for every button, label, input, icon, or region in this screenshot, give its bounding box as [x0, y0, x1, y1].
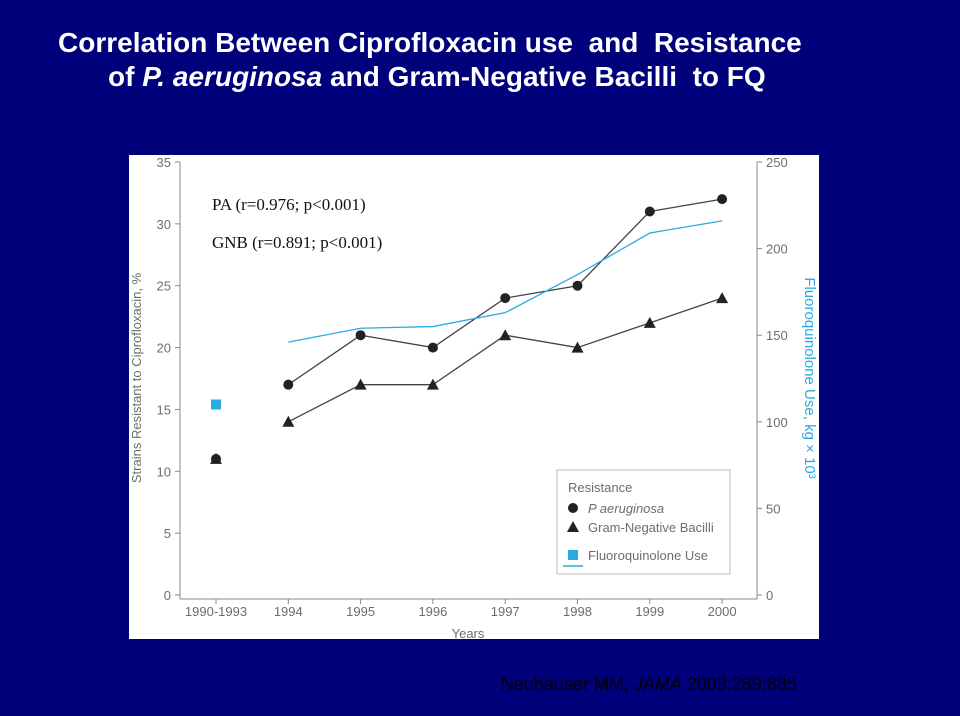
- legend-title: Resistance: [568, 480, 632, 495]
- x-tick-label: 1999: [635, 604, 664, 619]
- x-tick-label: 1996: [418, 604, 447, 619]
- y-tick-label: 35: [157, 155, 171, 170]
- x-tick-label: 1997: [491, 604, 520, 619]
- marker: [644, 206, 655, 217]
- y2-tick-label: 150: [766, 328, 788, 343]
- marker: [500, 293, 511, 304]
- title-line: of P. aeruginosa and Gram-Negative Bacil…: [108, 61, 766, 92]
- annotation: GNB (r=0.891; p<0.001): [212, 233, 382, 252]
- marker: [211, 399, 221, 410]
- marker: [355, 330, 366, 341]
- plot: 0 5 10 15 20 25 30 35 0 50 100 150 200 250 1990-1993 19…: [129, 155, 818, 641]
- marker: [283, 379, 294, 390]
- legend-box: [556, 469, 731, 575]
- y2-tick-label: 100: [766, 415, 788, 430]
- marker: [643, 316, 656, 328]
- citation-part: Neuhauser MM,: [501, 674, 634, 694]
- marker: [354, 378, 367, 390]
- y2-tick-label: 200: [766, 242, 788, 257]
- title-line: Correlation Between Ciprofloxacin use an…: [58, 27, 802, 58]
- marker: [282, 415, 295, 427]
- y2-axis-label: Fluoroquinolone Use, kg × 10³: [801, 277, 818, 478]
- x-axis-label: Years: [452, 626, 485, 641]
- x-tick-label: 1994: [274, 604, 303, 619]
- annotation: PA (r=0.976; p<0.001): [212, 195, 366, 214]
- x-tick-label: 2000: [708, 604, 737, 619]
- y-tick-label: 10: [157, 464, 171, 479]
- y-tick-label: 25: [157, 279, 171, 294]
- citation-part: 2003;289:885: [682, 674, 797, 694]
- title-part: and Gram-Negative Bacilli to FQ: [322, 61, 765, 92]
- y-tick-label: 15: [157, 402, 171, 417]
- y-axis-label: Strains Resistant to Ciprofloxacin, %: [129, 272, 144, 483]
- y-tick-label: 0: [164, 588, 171, 603]
- marker: [568, 550, 578, 560]
- marker: [572, 280, 583, 291]
- x-tick-label: 1998: [563, 604, 592, 619]
- x-tick-label: 1995: [346, 604, 375, 619]
- title-part: P. aeruginosa: [142, 61, 322, 92]
- marker: [716, 292, 729, 304]
- marker: [427, 342, 438, 353]
- marker: [567, 521, 579, 532]
- legend-label: P aeruginosa: [588, 501, 664, 516]
- legend-label: Fluoroquinolone Use: [588, 548, 708, 563]
- marker: [210, 452, 222, 464]
- marker: [568, 503, 578, 513]
- y2-tick-label: 250: [766, 155, 788, 170]
- y-tick-label: 5: [164, 526, 171, 541]
- marker: [426, 378, 439, 390]
- citation: Neuhauser MM, JAMA 2003;289:885: [501, 674, 797, 694]
- marker: [717, 194, 728, 205]
- citation-part: JAMA: [633, 674, 682, 694]
- marker: [571, 341, 584, 353]
- y2-tick-label: 50: [766, 501, 780, 516]
- x-tick-label: 1990-1993: [185, 604, 247, 619]
- marker: [499, 329, 512, 341]
- y-tick-label: 20: [157, 341, 171, 356]
- y-tick-label: 30: [157, 217, 171, 232]
- title-part: of: [108, 61, 142, 92]
- series-line: [288, 220, 723, 343]
- y2-tick-label: 0: [766, 588, 773, 603]
- legend-label: Gram-Negative Bacilli: [588, 520, 714, 535]
